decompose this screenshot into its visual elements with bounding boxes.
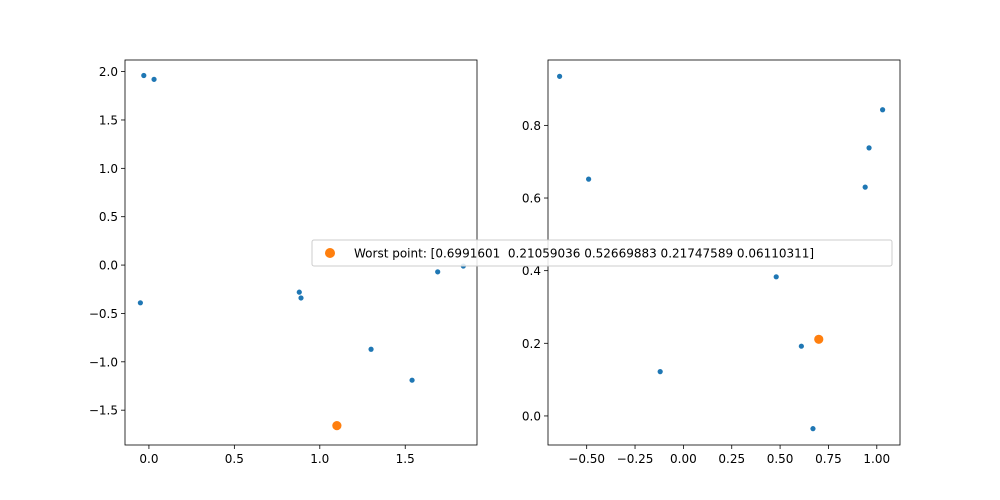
legend-label-worst-point: Worst point: [0.6991601 0.21059036 0.526… (354, 247, 814, 261)
data-point (368, 346, 374, 352)
data-point (810, 426, 816, 432)
y-tick-label: −1.5 (89, 404, 118, 418)
data-point (862, 184, 868, 190)
legend: Worst point: [0.6991601 0.21059036 0.526… (311, 239, 893, 267)
y-tick-label: 0.2 (522, 337, 541, 351)
y-tick-label: −1.0 (89, 355, 118, 369)
data-point (586, 176, 592, 182)
x-tick-label: 0.5 (225, 452, 244, 466)
data-point (657, 369, 663, 375)
legend-marker-worst-point (325, 248, 335, 258)
y-tick-label: 0.8 (522, 119, 541, 133)
right-scatter-axes: −0.50 −0.25 0.00 0.25 0.50 0.75 1.00 0.0 0.2 0.4 0… (522, 59, 901, 466)
data-point (298, 295, 304, 301)
y-tick-label: −0.5 (89, 307, 118, 321)
x-tick-label: 0.0 (139, 452, 158, 466)
data-point (435, 269, 441, 275)
y-tick-label: 2.0 (99, 65, 118, 79)
x-tick-label: 0.00 (670, 452, 697, 466)
data-point (141, 72, 147, 79)
worst-point-marker (332, 421, 342, 431)
x-tick-label: 1.5 (396, 452, 415, 466)
x-tick-label: 0.50 (767, 452, 794, 466)
data-point (409, 377, 415, 383)
x-tick-label: 1.0 (310, 452, 329, 466)
legend-box (311, 239, 893, 267)
data-point (557, 73, 563, 79)
x-tick-label: −0.50 (568, 452, 605, 466)
y-tick-label: 0.6 (522, 192, 541, 206)
y-tick-label: 0.5 (99, 210, 118, 224)
data-point (879, 107, 886, 113)
y-tick-label: 1.5 (99, 113, 118, 127)
x-tick-label: −0.25 (617, 452, 654, 466)
data-point (798, 343, 804, 349)
data-point (151, 76, 157, 82)
x-tick-label: 0.25 (718, 452, 745, 466)
data-point (866, 145, 872, 151)
x-tick-label: 0.75 (815, 452, 842, 466)
x-tick-label: 1.00 (863, 452, 890, 466)
y-tick-label: 0.0 (522, 409, 541, 423)
y-tick-label: 0.4 (522, 264, 541, 278)
worst-point-marker (814, 334, 824, 344)
left-scatter-axes: 0.0 0.5 1.0 1.5 −1.5 −1.0 −0.5 0.0 0.5 1.0 1.5 2.0 (89, 59, 478, 466)
data-point (296, 289, 302, 295)
y-tick-label: 0.0 (99, 259, 118, 273)
y-tick-label: 1.0 (99, 162, 118, 176)
data-point (773, 274, 779, 280)
data-point (137, 300, 143, 306)
